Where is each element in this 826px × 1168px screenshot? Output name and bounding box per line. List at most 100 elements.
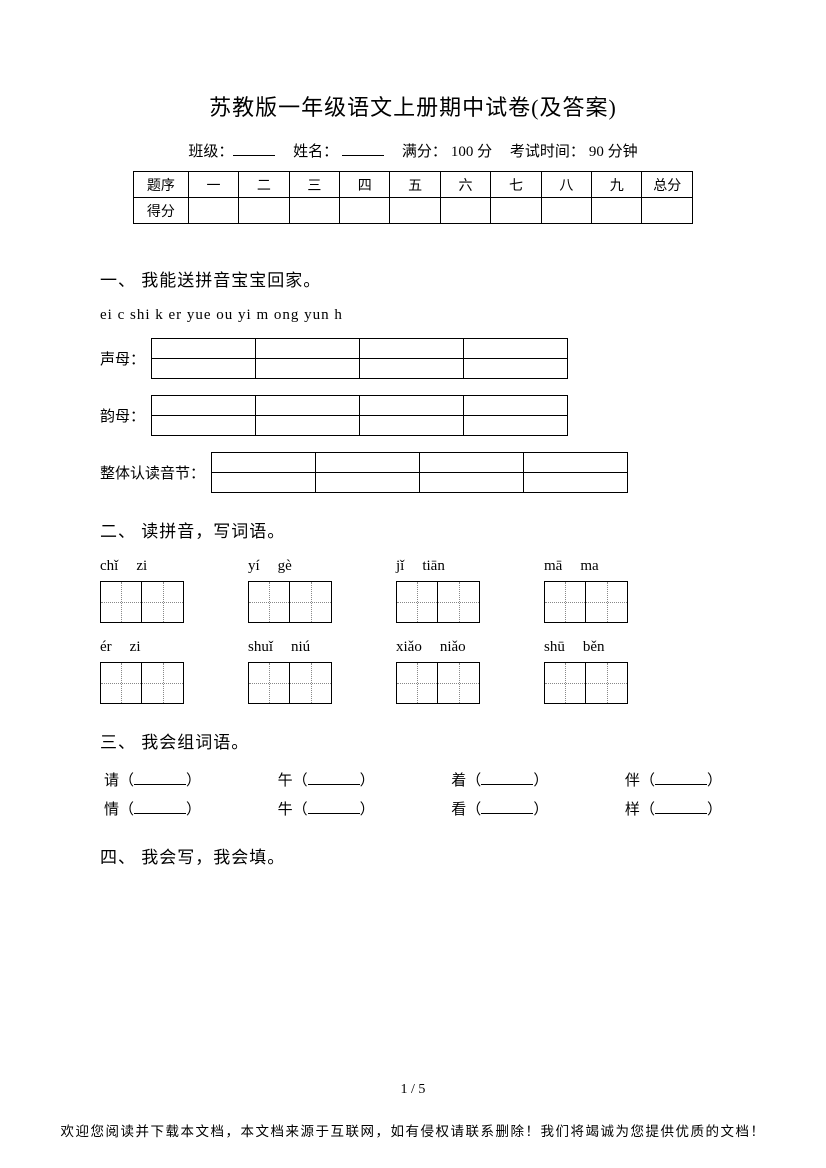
zuci-item: 请（） (104, 769, 201, 790)
fullscore-value: 100 分 (451, 144, 492, 160)
category-label: 整体认读音节： (100, 462, 205, 483)
tianzige-cell[interactable] (100, 662, 142, 704)
zuci-item: 着（） (451, 769, 548, 790)
cell: 得分 (134, 198, 189, 224)
cell-blank[interactable] (390, 198, 440, 224)
pinyin: shū (544, 639, 565, 656)
tianzige-cell[interactable] (438, 581, 480, 623)
zuci-item: 伴（） (625, 769, 722, 790)
cell: 九 (592, 172, 642, 198)
tianzige-cell[interactable] (586, 581, 628, 623)
pinyin: chǐ (100, 558, 118, 575)
cell: 二 (239, 172, 289, 198)
tianzige-cell[interactable] (586, 662, 628, 704)
zuci-row: 请（） 午（） 着（） 伴（） (100, 769, 726, 790)
class-label: 班级： (188, 144, 233, 160)
category-row-zhengti: 整体认读音节： (100, 452, 726, 493)
pinyin: gè (278, 558, 292, 575)
category-row-yunmu: 韵母： (100, 395, 726, 436)
tianzige-cell[interactable] (544, 662, 586, 704)
zuci-row: 情（） 牛（） 看（） 样（） (100, 798, 726, 819)
category-row-shengmu: 声母： (100, 338, 726, 379)
zuci-item: 情（） (104, 798, 201, 819)
wordbox-group: shū běn (544, 639, 628, 704)
pinyin: yí (248, 558, 260, 575)
blank-class[interactable] (233, 142, 275, 156)
cell-blank[interactable] (340, 198, 390, 224)
page-number: 1 / 5 (0, 1082, 826, 1098)
pinyin: jǐ (396, 558, 404, 575)
section-1: 一、 我能送拼音宝宝回家。 ei c shi k er yue ou yi m … (100, 266, 726, 493)
blank-answer[interactable] (134, 801, 186, 814)
section-heading: 四、 我会写，我会填。 (100, 843, 726, 868)
tianzige-cell[interactable] (396, 662, 438, 704)
time-value: 90 分钟 (589, 144, 638, 160)
zuci-item: 看（） (451, 798, 548, 819)
cell: 题序 (134, 172, 189, 198)
category-label: 韵母： (100, 405, 145, 426)
pinyin: běn (583, 639, 605, 656)
pinyin: zi (136, 558, 147, 575)
blank-answer[interactable] (481, 772, 533, 785)
cell: 八 (541, 172, 591, 198)
fullscore-label: 满分： (402, 144, 447, 160)
section-heading: 二、 读拼音，写词语。 (100, 517, 726, 542)
wordbox-group: chǐ zi (100, 558, 184, 623)
pinyin: shuǐ (248, 639, 273, 656)
tianzige-cell[interactable] (142, 662, 184, 704)
category-grid[interactable] (151, 395, 568, 436)
zuci-item: 牛（） (278, 798, 375, 819)
pinyin: ma (580, 558, 598, 575)
footer-note: 欢迎您阅读并下载本文档，本文档来源于互联网，如有侵权请联系删除！我们将竭诚为您提… (0, 1120, 826, 1140)
blank-answer[interactable] (134, 772, 186, 785)
cell-blank[interactable] (592, 198, 642, 224)
cell-blank[interactable] (239, 198, 289, 224)
category-grid[interactable] (211, 452, 628, 493)
cell: 六 (440, 172, 490, 198)
tianzige-cell[interactable] (142, 581, 184, 623)
tianzige-cell[interactable] (248, 581, 290, 623)
tianzige-cell[interactable] (544, 581, 586, 623)
wordbox-row: chǐ zi yí gè jǐ tiān māma (100, 558, 726, 623)
cell-blank[interactable] (541, 198, 591, 224)
pinyin: xiǎo (396, 639, 422, 656)
cell: 四 (340, 172, 390, 198)
cell-blank[interactable] (440, 198, 490, 224)
table-row: 得分 (134, 198, 693, 224)
section-3: 三、 我会组词语。 请（） 午（） 着（） 伴（） 情（） 牛（） 看（） 样（… (100, 728, 726, 819)
cell-blank[interactable] (642, 198, 693, 224)
cell-blank[interactable] (491, 198, 541, 224)
wordbox-group: māma (544, 558, 628, 623)
time-label: 考试时间： (510, 144, 585, 160)
blank-answer[interactable] (481, 801, 533, 814)
tianzige-cell[interactable] (248, 662, 290, 704)
pinyin: tiān (422, 558, 445, 575)
page-title: 苏教版一年级语文上册期中试卷(及答案) (100, 90, 726, 122)
blank-answer[interactable] (308, 772, 360, 785)
blank-answer[interactable] (308, 801, 360, 814)
pinyin: ér (100, 639, 112, 656)
tianzige-cell[interactable] (438, 662, 480, 704)
meta-line: 班级： 姓名： 满分：100 分 考试时间：90 分钟 (100, 140, 726, 161)
blank-answer[interactable] (655, 772, 707, 785)
tianzige-cell[interactable] (290, 662, 332, 704)
wordbox-group: shuǐ niú (248, 639, 332, 704)
blank-name[interactable] (342, 142, 384, 156)
cell: 一 (188, 172, 238, 198)
wordbox-group: yí gè (248, 558, 332, 623)
tianzige-cell[interactable] (100, 581, 142, 623)
score-table: 题序 一 二 三 四 五 六 七 八 九 总分 得分 (133, 171, 693, 224)
category-grid[interactable] (151, 338, 568, 379)
wordbox-group: xiǎoniǎo (396, 639, 480, 704)
tianzige-cell[interactable] (290, 581, 332, 623)
cell: 三 (289, 172, 339, 198)
tianzige-cell[interactable] (396, 581, 438, 623)
blank-answer[interactable] (655, 801, 707, 814)
pinyin: niú (291, 639, 310, 656)
category-label: 声母： (100, 348, 145, 369)
wordbox-group: jǐ tiān (396, 558, 480, 623)
cell-blank[interactable] (188, 198, 238, 224)
section-2: 二、 读拼音，写词语。 chǐzi yígè jǐtiān māma érzi … (100, 517, 726, 704)
cell-blank[interactable] (289, 198, 339, 224)
section-heading: 一、 我能送拼音宝宝回家。 (100, 266, 726, 291)
